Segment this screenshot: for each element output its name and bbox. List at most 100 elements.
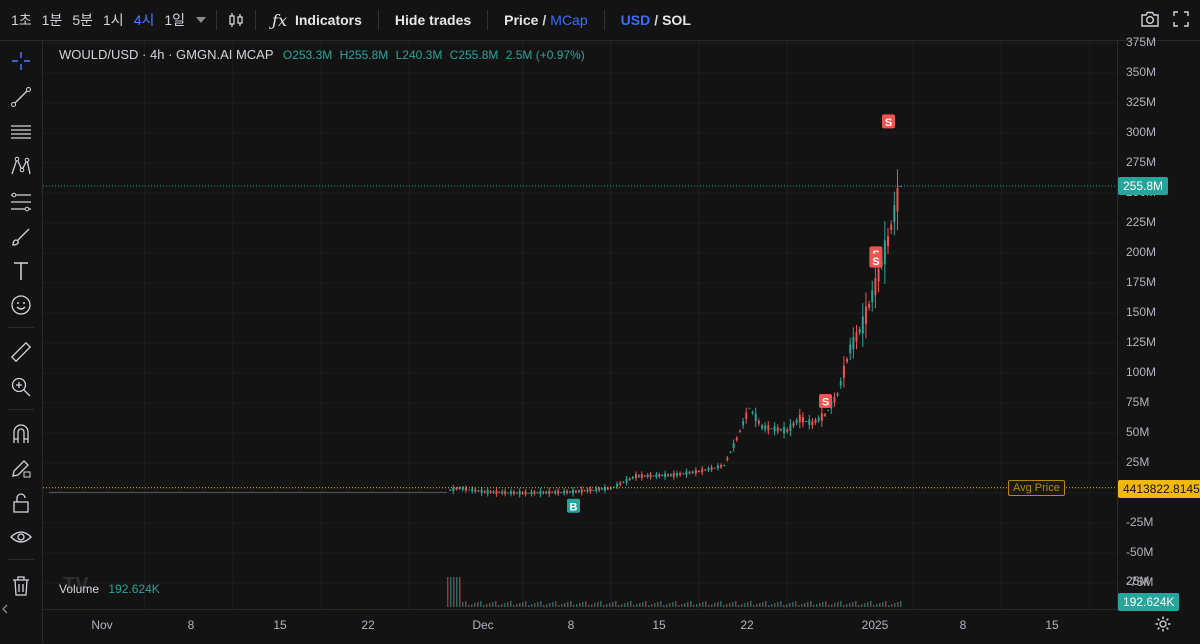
price-tick: 275M [1126, 155, 1157, 169]
currency-toggle[interactable]: USD / SOL [615, 12, 697, 28]
candle-body [652, 475, 655, 477]
candle-body [539, 490, 542, 495]
volume-bar [621, 604, 623, 607]
volume-bar [867, 602, 869, 607]
indicators-button[interactable]: ƒx Indicators [266, 11, 368, 30]
crosshair-icon[interactable] [8, 48, 34, 74]
candle-body [824, 414, 826, 416]
price-option[interactable]: Price [504, 12, 539, 28]
price-tick: 325M [1126, 95, 1157, 109]
emoji-icon[interactable] [8, 292, 34, 318]
candle-body [563, 490, 566, 494]
magnet-icon[interactable] [8, 421, 34, 447]
candle-body [836, 393, 839, 396]
fib-retracement-icon[interactable] [8, 189, 34, 215]
candle-body [583, 490, 586, 492]
volume-bar [564, 603, 566, 607]
candle-body [694, 470, 697, 474]
volume-bar [786, 604, 788, 607]
candle-body [874, 278, 877, 295]
price-mcap-toggle[interactable]: Price / MCap [498, 12, 594, 28]
toolbar-divider [8, 409, 34, 410]
ruler-icon[interactable] [8, 339, 34, 365]
candle-body [586, 489, 589, 492]
horizontal-lines-icon[interactable] [8, 119, 34, 145]
volume-bar [681, 604, 683, 607]
text-icon[interactable] [8, 258, 34, 284]
lock-icon[interactable] [8, 490, 34, 516]
candle-body [661, 475, 664, 477]
timeframe-group: 1초 1분 5분 1시 4시 1일 [6, 10, 207, 30]
candle-type-icon[interactable] [227, 11, 245, 29]
candle-body [616, 483, 619, 487]
eye-icon[interactable] [8, 524, 34, 550]
timeframe-1h[interactable]: 1시 [103, 12, 124, 28]
candle-body [691, 471, 694, 474]
time-axis[interactable]: Nov 8 15 22 Dec 8 15 22 2025 8 15 [43, 609, 1171, 644]
candle-body [548, 490, 551, 495]
trash-icon[interactable] [8, 573, 34, 599]
timeframe-1d[interactable]: 1일 [164, 12, 186, 28]
volume-bar [471, 604, 473, 607]
collapse-arrow-icon[interactable] [0, 596, 10, 622]
camera-icon[interactable] [1140, 10, 1160, 28]
volume-bar [723, 605, 725, 607]
candle-body [767, 425, 770, 431]
candle-body [846, 359, 849, 362]
timeframe-1s[interactable]: 1초 [11, 12, 32, 28]
volume-bar [771, 604, 773, 607]
mcap-option[interactable]: MCap [550, 12, 588, 28]
volume-bar [588, 605, 590, 607]
trend-line-icon[interactable] [8, 84, 34, 110]
price-tick: -75M [1126, 575, 1154, 589]
brush-icon[interactable] [8, 224, 34, 250]
volume-bar [894, 603, 896, 607]
volume-bar [540, 601, 542, 607]
pencil-lock-icon[interactable] [8, 455, 34, 481]
price-tick: 300M [1126, 125, 1157, 139]
time-tick: 22 [740, 618, 754, 632]
timeframe-dropdown-icon[interactable] [196, 16, 207, 24]
sell-marker [869, 253, 883, 268]
candle-body [655, 474, 658, 477]
candle-body [566, 490, 569, 494]
timeframe-4h[interactable]: 4시 [133, 12, 155, 28]
timeframe-1m[interactable]: 1분 [41, 12, 63, 28]
divider [216, 10, 218, 30]
sell-marker-label: S [822, 397, 829, 409]
candle-body [745, 412, 748, 419]
ohlc-legend: WOULD/USD · 4h · GMGN.AI MCAP O253.3M H2… [59, 47, 585, 62]
pattern-icon[interactable] [8, 153, 34, 179]
volume-bar [816, 604, 818, 607]
volume-bar [891, 604, 893, 607]
price-tick: 50M [1126, 425, 1150, 439]
volume-bar [702, 602, 704, 607]
volume-bar [672, 602, 674, 607]
hide-trades-button[interactable]: Hide trades [394, 12, 472, 28]
time-tick: 8 [567, 618, 575, 632]
volume-bar [582, 602, 584, 607]
avg-price-tag: Avg Price [1008, 480, 1065, 496]
timeframe-5m[interactable]: 5분 [72, 12, 94, 28]
sol-option[interactable]: SOL [662, 12, 691, 28]
price-chart[interactable]: BSSSS TV [43, 41, 1116, 609]
volume-bar [648, 605, 650, 607]
fullscreen-icon[interactable] [1172, 10, 1190, 28]
candle-body [569, 491, 572, 493]
price-tick: 75M [1126, 395, 1150, 409]
volume-bar [549, 603, 551, 607]
volume-bar [663, 605, 665, 607]
settings-gear-icon[interactable] [1154, 615, 1172, 633]
candle-body [572, 490, 574, 494]
candle-body [839, 381, 842, 386]
volume-bar [813, 605, 815, 607]
zoom-in-icon[interactable] [8, 374, 34, 400]
usd-option[interactable]: USD [620, 12, 651, 28]
price-axis[interactable]: 375M 350M 325M 300M 275M 250M 225M 200M … [1117, 35, 1200, 611]
price-tick: -25M [1126, 515, 1154, 529]
price-tick: 100M [1126, 365, 1157, 379]
buy-marker-label: B [570, 501, 578, 513]
candle-body [628, 478, 631, 480]
volume-bar [456, 577, 458, 607]
volume-bar [852, 602, 854, 607]
